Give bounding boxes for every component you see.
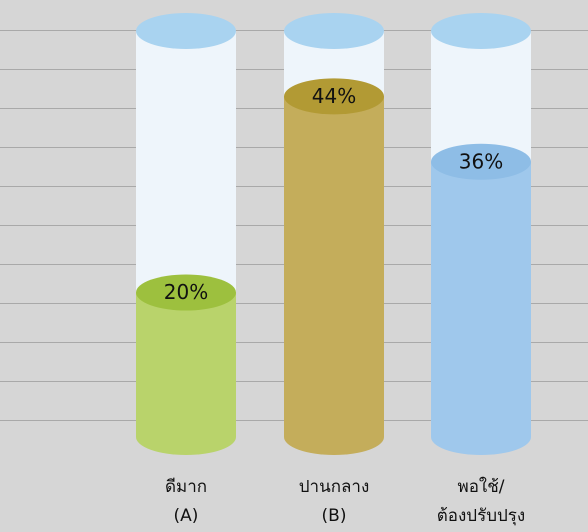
x-tick-label: พอใช้/	[458, 476, 505, 497]
value-label: 36%	[459, 149, 503, 173]
cylinder-glass-cap	[284, 13, 384, 49]
cylinder-glass-cap	[431, 13, 531, 49]
x-tick-label: (A)	[174, 506, 199, 526]
bar-cap	[284, 78, 384, 115]
cylinder-glass-cap	[136, 13, 236, 49]
x-tick-label: ปานกลาง	[299, 477, 370, 497]
bar-cap	[136, 274, 236, 311]
x-tick-label: (B)	[322, 506, 347, 526]
value-label: 44%	[312, 84, 356, 108]
x-tick-label: ต้องปรับปรุง	[437, 506, 526, 526]
bar-cap	[431, 143, 531, 180]
value-label: 20%	[164, 280, 208, 304]
bar	[136, 292, 236, 437]
bar	[284, 96, 384, 437]
bar	[431, 161, 531, 437]
x-tick-label: ดีมาก	[165, 477, 207, 497]
